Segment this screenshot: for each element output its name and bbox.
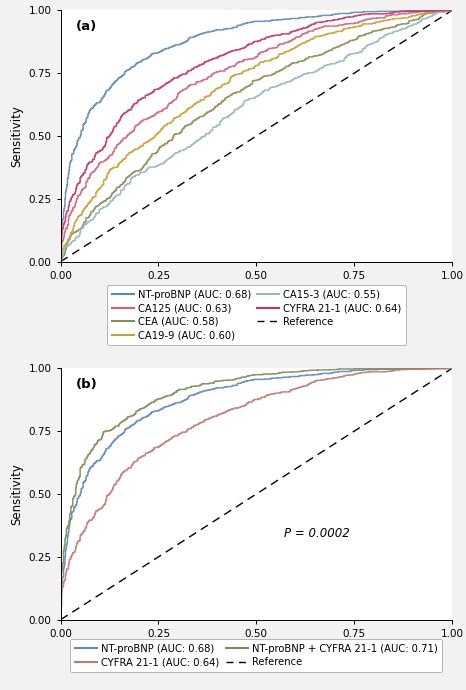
X-axis label: 1-Specificity: 1-Specificity [220, 644, 293, 658]
Legend: NT-proBNP (AUC: 0.68), CYFRA 21-1 (AUC: 0.64), NT-proBNP + CYFRA 21-1 (AUC: 0.71: NT-proBNP (AUC: 0.68), CYFRA 21-1 (AUC: … [70, 639, 442, 672]
Legend: NT-proBNP (AUC: 0.68), CA125 (AUC: 0.63), CEA (AUC: 0.58), CA19-9 (AUC: 0.60), C: NT-proBNP (AUC: 0.68), CA125 (AUC: 0.63)… [107, 285, 406, 345]
Text: (b): (b) [76, 378, 98, 391]
X-axis label: 1-Specificity: 1-Specificity [220, 286, 293, 299]
Text: (a): (a) [76, 21, 97, 33]
Y-axis label: Sensitivity: Sensitivity [10, 105, 23, 167]
Y-axis label: Sensitivity: Sensitivity [10, 463, 23, 525]
Text: P = 0.0002: P = 0.0002 [284, 526, 350, 540]
